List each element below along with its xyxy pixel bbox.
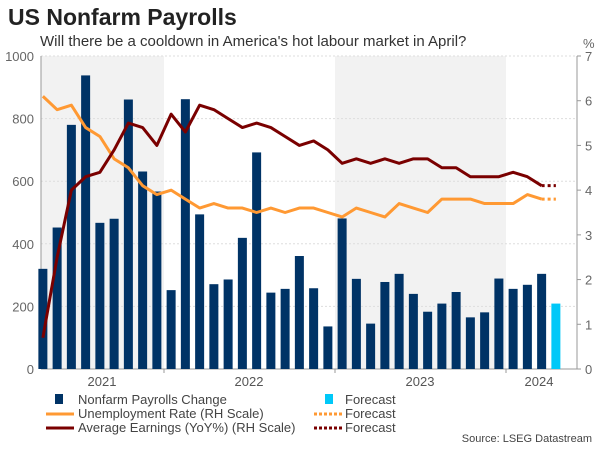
- bar-payrolls: [309, 288, 319, 369]
- bar-payrolls: [266, 292, 276, 369]
- legend-unemployment: Unemployment Rate (RH Scale): [78, 406, 264, 421]
- left-tick-label: 200: [12, 299, 34, 314]
- bar-payrolls: [294, 256, 304, 369]
- x-tick-label: 2021: [88, 374, 117, 389]
- bar-payrolls: [95, 222, 105, 369]
- earnings-line: [41, 103, 543, 338]
- bar-payrolls: [166, 290, 176, 369]
- right-tick-label: 1: [585, 317, 592, 332]
- bar-payrolls: [394, 273, 404, 369]
- bar-payrolls: [323, 326, 333, 369]
- bar-payrolls: [123, 99, 133, 369]
- bar-payrolls: [138, 171, 148, 369]
- legend-bar-swatch: [55, 394, 63, 404]
- legend-earnings: Average Earnings (YoY%) (RH Scale): [78, 420, 296, 435]
- bar-payrolls: [81, 75, 91, 369]
- right-tick-label: 5: [585, 138, 592, 153]
- bar-payrolls: [237, 237, 247, 369]
- legend-payrolls: Nonfarm Payrolls Change: [78, 392, 227, 407]
- bar-payrolls: [508, 288, 518, 369]
- legend-forecast-bar-swatch: [325, 394, 333, 404]
- bar-payrolls: [494, 278, 504, 369]
- legend-earnings-forecast: Forecast: [345, 420, 396, 435]
- left-tick-label: 1000: [5, 49, 34, 64]
- chart-title: US Nonfarm Payrolls: [8, 4, 237, 30]
- legend-payrolls-forecast: Forecast: [345, 392, 396, 407]
- bar-payrolls: [223, 279, 233, 369]
- right-tick-label: 0: [585, 362, 592, 377]
- left-tick-label: 600: [12, 174, 34, 189]
- bar-payrolls: [52, 227, 62, 369]
- right-axis-label: %: [583, 36, 595, 51]
- bar-payrolls: [152, 191, 162, 369]
- bar-payrolls: [380, 281, 390, 369]
- right-tick-label: 2: [585, 273, 592, 288]
- right-tick-label: 7: [585, 49, 592, 64]
- right-tick-label: 4: [585, 183, 592, 198]
- bar-payrolls: [351, 278, 361, 369]
- bar-payrolls: [280, 288, 290, 369]
- bar-payrolls: [480, 312, 490, 369]
- bar-forecast: [551, 303, 561, 369]
- shade-2023: [335, 56, 506, 369]
- x-tick-label: 2022: [235, 374, 264, 389]
- x-tick-label: 2023: [406, 374, 435, 389]
- left-tick-label: 0: [27, 362, 34, 377]
- bar-payrolls: [522, 284, 532, 369]
- right-tick-label: 3: [585, 228, 592, 243]
- bar-payrolls: [337, 218, 347, 369]
- x-tick-label: 2024: [525, 374, 554, 389]
- bar-payrolls: [408, 293, 418, 369]
- bar-payrolls: [66, 124, 76, 369]
- left-tick-label: 400: [12, 237, 34, 252]
- bar-payrolls: [38, 268, 48, 369]
- unemployment-line: [41, 95, 543, 219]
- bar-payrolls: [537, 273, 547, 369]
- bar-payrolls: [366, 323, 376, 369]
- right-tick-label: 6: [585, 94, 592, 109]
- bar-payrolls: [109, 218, 119, 369]
- bar-payrolls: [465, 317, 475, 369]
- bar-payrolls: [209, 284, 219, 369]
- left-tick-label: 800: [12, 112, 34, 127]
- source-note: Source: LSEG Datastream: [461, 433, 592, 445]
- bar-payrolls: [180, 99, 190, 369]
- legend-unemployment-forecast: Forecast: [345, 406, 396, 421]
- bar-payrolls: [195, 214, 205, 369]
- bar-payrolls: [423, 311, 433, 369]
- bar-payrolls: [437, 303, 447, 369]
- bar-payrolls: [451, 292, 461, 369]
- chart-subtitle: Will there be a cooldown in America's ho…: [40, 33, 467, 50]
- bar-payrolls: [252, 152, 262, 369]
